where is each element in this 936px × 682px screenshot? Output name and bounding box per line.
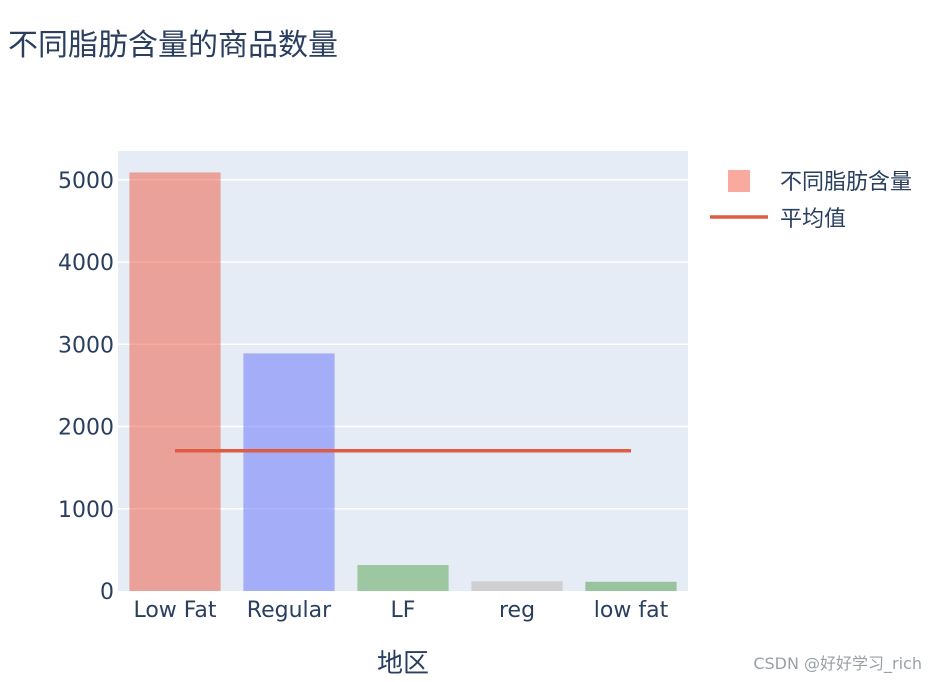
bar-low-fat[interactable] (585, 581, 677, 591)
y-tick-label: 3000 (58, 333, 114, 358)
y-tick-label: 0 (100, 580, 114, 605)
bar-regular[interactable] (243, 353, 335, 591)
legend-label-line[interactable]: 平均值 (780, 207, 846, 232)
watermark: CSDN @好好学习_rich (753, 654, 922, 673)
legend-label-bar[interactable]: 不同脂肪含量 (780, 170, 912, 195)
bars (129, 172, 677, 591)
chart-title: 不同脂肪含量的商品数量 (8, 28, 338, 63)
x-axis-ticks: Low Fat Regular LF reg low fat (133, 598, 668, 623)
bar-low-fat[interactable] (129, 172, 221, 591)
bar-reg[interactable] (471, 581, 563, 591)
bar-lf[interactable] (357, 565, 449, 591)
y-axis-ticks: 0 1000 2000 3000 4000 5000 (58, 169, 114, 605)
legend-swatch-bar[interactable] (728, 170, 750, 192)
x-tick-label: reg (499, 598, 535, 623)
x-tick-label: Regular (247, 598, 332, 623)
y-tick-label: 2000 (58, 416, 114, 441)
x-tick-label: Low Fat (133, 598, 216, 623)
x-axis-label: 地区 (377, 649, 429, 679)
y-tick-label: 4000 (58, 251, 114, 276)
y-tick-label: 1000 (58, 498, 114, 523)
y-tick-label: 5000 (58, 169, 114, 194)
x-tick-label: low fat (594, 598, 669, 623)
x-tick-label: LF (391, 598, 416, 623)
